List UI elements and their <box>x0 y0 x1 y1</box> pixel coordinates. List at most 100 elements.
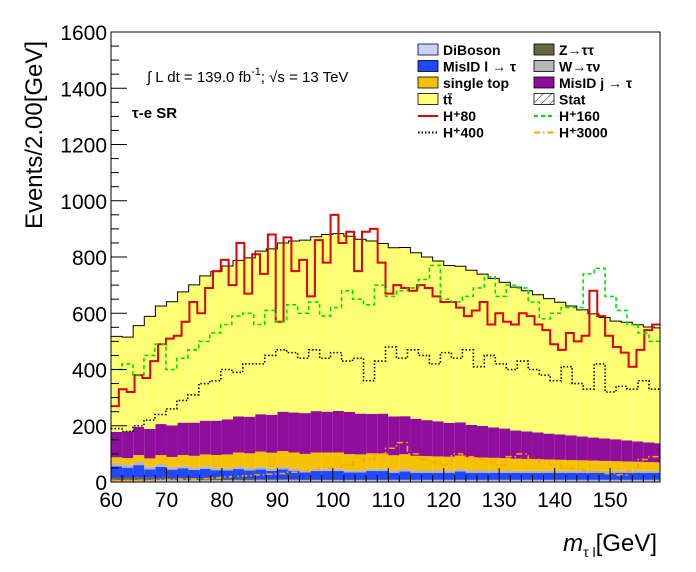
stack-bar <box>610 461 622 471</box>
stack-bar <box>177 468 189 479</box>
stack-bar <box>377 453 389 469</box>
stack-bar <box>388 470 400 473</box>
stack-bar <box>288 468 300 471</box>
stack-bar <box>122 431 134 459</box>
stack-bar <box>221 478 233 481</box>
stack-bar <box>355 454 367 471</box>
stack-bar <box>621 480 633 482</box>
stack-bar <box>210 478 222 481</box>
stack-bar <box>443 472 455 480</box>
stack-bar <box>554 470 566 473</box>
stack-bar <box>454 266 466 423</box>
stack-bar <box>587 437 599 461</box>
annotations: ∫ L dt = 139.0 fb-1; √s = 13 TeV τ-e SR <box>132 66 348 122</box>
stack-bar <box>332 480 344 482</box>
stack-bar <box>643 462 655 471</box>
stack-bar <box>188 480 200 482</box>
stack-bar <box>332 233 344 411</box>
stack-bar <box>366 453 378 469</box>
stack-bar <box>454 480 466 482</box>
legend-swatch <box>417 93 439 105</box>
stack-bar <box>410 455 422 471</box>
stack-bar <box>643 480 655 482</box>
stack-bar <box>410 480 422 482</box>
stack-bar <box>565 479 577 481</box>
stack-bar <box>166 478 178 481</box>
legend: DiBoson Z→ττ MisID l → τ W→τν single top MisI… <box>417 42 633 141</box>
stack-bar <box>310 411 322 453</box>
stack-bar <box>610 470 622 473</box>
stack-bar <box>521 479 533 481</box>
legend-swatch <box>533 60 555 72</box>
stack-total-outline <box>111 233 660 338</box>
stack-bar <box>565 435 577 461</box>
stack-bar <box>377 480 389 482</box>
stack-bar <box>565 460 577 471</box>
stack-bar <box>111 457 123 463</box>
stack-bar <box>122 464 134 468</box>
stack-bar <box>133 325 145 427</box>
stack-bar <box>177 422 189 455</box>
legend-label: single top <box>443 75 509 91</box>
stack-bar <box>421 420 433 457</box>
stack-bar <box>543 298 555 434</box>
stack-bar <box>377 243 389 414</box>
stack-bar <box>244 480 256 482</box>
y-tick-label: 1200 <box>60 135 107 158</box>
legend-label: MisID l → τ <box>443 59 517 75</box>
stack-bar <box>599 472 611 480</box>
stack-bar <box>377 479 389 481</box>
legend-entry-stat: Stat <box>533 92 586 108</box>
stack-bar <box>122 467 134 478</box>
x-axis-title: mτ l[GeV] <box>563 530 657 560</box>
stack-bar <box>399 469 411 472</box>
legend-entry-diboson: DiBoson <box>417 42 501 58</box>
stack-bar <box>610 439 622 462</box>
stack-bar <box>122 458 134 465</box>
signal-h-80 <box>111 213 660 408</box>
lumi-annotation: ∫ L dt = 139.0 fb-1; √s = 13 TeV <box>146 66 348 86</box>
stack-bar <box>233 452 245 467</box>
stack-bar <box>266 480 278 482</box>
stack-bar <box>299 240 311 414</box>
stack-bar <box>355 479 367 481</box>
stack-bar <box>554 479 566 481</box>
stack-bar <box>321 468 333 472</box>
stack-bar <box>477 274 489 427</box>
stack-bar <box>532 479 544 481</box>
stack-bar <box>166 425 178 457</box>
stack-bar <box>321 234 333 412</box>
legend-entry-h160: H⁺160 <box>534 108 600 124</box>
stack-bar <box>288 480 300 482</box>
stack-bar <box>399 247 411 417</box>
stack-bar <box>299 453 311 471</box>
stack-bar <box>454 469 466 472</box>
stack-bar <box>488 470 500 473</box>
signal-h-160 <box>111 264 660 376</box>
stack-bar <box>255 466 267 470</box>
stack-bar <box>454 455 466 470</box>
stack-bar <box>399 479 411 481</box>
stack-bar <box>499 472 511 480</box>
stack-bar <box>643 479 655 481</box>
y-tick-label: 200 <box>72 416 107 439</box>
stack-bar <box>643 470 655 473</box>
stack-bar <box>288 479 300 481</box>
stack-bar <box>199 478 211 481</box>
stack-bar <box>532 480 544 482</box>
stack-bar <box>510 472 522 480</box>
stack-bar <box>388 480 400 482</box>
stack-bar <box>565 480 577 482</box>
stack-bar <box>443 470 455 473</box>
stack-bar <box>343 472 355 480</box>
stack-bar <box>321 479 333 481</box>
stack-bar <box>166 466 178 470</box>
stack-bar <box>233 469 245 479</box>
stack-bar <box>221 266 233 420</box>
stack-diboson <box>111 480 660 482</box>
y-tick-label: 800 <box>72 247 107 270</box>
stack-bar <box>388 247 400 417</box>
stack-bar <box>255 479 267 481</box>
legend-entry-h400: H⁺400 <box>418 125 484 141</box>
stack-bar <box>465 424 477 458</box>
